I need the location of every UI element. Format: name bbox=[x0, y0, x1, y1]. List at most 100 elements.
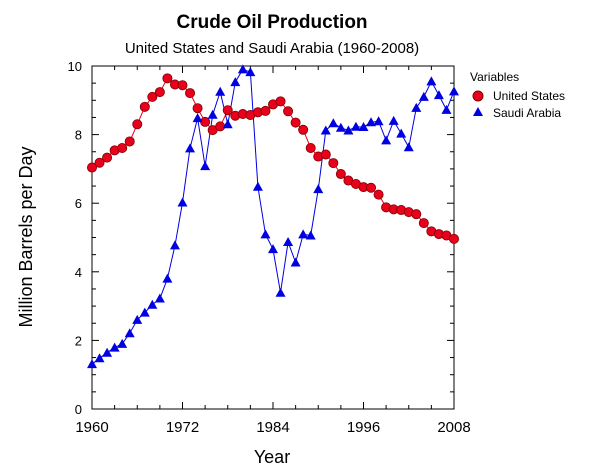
y-axis-label: Million Barrels per Day bbox=[16, 146, 36, 327]
x-tick-label: 1972 bbox=[166, 419, 199, 436]
data-point-saudi-arabia bbox=[87, 359, 97, 369]
series-layer bbox=[87, 64, 459, 369]
data-point-united-states bbox=[215, 121, 226, 132]
y-axis: 0 2 4 6 8 10 bbox=[68, 59, 454, 417]
legend-title: Variables bbox=[470, 70, 519, 84]
y-tick-label: 8 bbox=[75, 128, 82, 143]
data-point-united-states bbox=[162, 73, 173, 84]
data-point-saudi-arabia bbox=[94, 353, 105, 363]
data-point-saudi-arabia bbox=[132, 314, 143, 324]
data-point-saudi-arabia bbox=[366, 117, 377, 127]
data-point-saudi-arabia bbox=[268, 244, 278, 254]
data-point-united-states bbox=[275, 96, 286, 107]
data-point-saudi-arabia bbox=[200, 161, 211, 171]
data-point-saudi-arabia bbox=[328, 118, 339, 128]
data-point-united-states bbox=[290, 117, 301, 128]
plot-area bbox=[91, 65, 455, 410]
data-point-saudi-arabia bbox=[177, 197, 188, 207]
legend: Variables United States Saudi Arabia bbox=[470, 70, 565, 120]
data-point-saudi-arabia bbox=[350, 121, 361, 131]
data-point-saudi-arabia bbox=[109, 342, 120, 352]
data-point-saudi-arabia bbox=[162, 273, 173, 283]
y-tick-label: 0 bbox=[75, 402, 82, 417]
data-point-united-states bbox=[132, 119, 143, 130]
legend-marker-united-states bbox=[472, 90, 484, 102]
data-point-united-states bbox=[117, 142, 128, 153]
data-point-saudi-arabia bbox=[418, 91, 429, 101]
data-point-united-states bbox=[305, 142, 316, 153]
data-point-united-states bbox=[139, 101, 150, 112]
data-point-saudi-arabia bbox=[283, 236, 294, 246]
data-point-saudi-arabia bbox=[215, 86, 226, 96]
data-point-saudi-arabia bbox=[185, 143, 196, 153]
data-point-saudi-arabia bbox=[449, 86, 459, 96]
data-point-saudi-arabia bbox=[192, 113, 203, 123]
data-point-united-states bbox=[418, 218, 429, 229]
data-point-united-states bbox=[222, 105, 233, 116]
y-tick-label: 10 bbox=[68, 59, 82, 74]
data-point-united-states bbox=[94, 157, 105, 168]
data-point-united-states bbox=[185, 88, 196, 99]
data-point-saudi-arabia bbox=[320, 125, 331, 135]
data-point-united-states bbox=[147, 91, 158, 102]
data-point-saudi-arabia bbox=[237, 64, 248, 74]
data-point-united-states bbox=[124, 136, 135, 147]
data-point-saudi-arabia bbox=[298, 229, 309, 239]
data-point-saudi-arabia bbox=[260, 229, 271, 239]
x-tick-label: 1960 bbox=[75, 419, 108, 436]
data-point-saudi-arabia bbox=[358, 122, 369, 132]
data-point-united-states bbox=[320, 149, 331, 160]
data-point-united-states bbox=[328, 158, 339, 169]
data-point-united-states bbox=[177, 80, 188, 91]
data-point-saudi-arabia bbox=[222, 119, 233, 129]
data-point-united-states bbox=[448, 233, 459, 244]
legend-marker-saudi-arabia bbox=[473, 107, 483, 116]
data-point-saudi-arabia bbox=[343, 125, 354, 135]
data-point-saudi-arabia bbox=[124, 328, 135, 338]
data-point-saudi-arabia bbox=[335, 122, 346, 132]
data-point-saudi-arabia bbox=[275, 287, 286, 297]
data-point-united-states bbox=[87, 162, 98, 173]
y-tick-label: 6 bbox=[75, 196, 82, 211]
x-tick-label: 1996 bbox=[347, 419, 380, 436]
data-point-saudi-arabia bbox=[230, 77, 241, 87]
data-point-saudi-arabia bbox=[245, 67, 256, 77]
data-point-united-states bbox=[102, 152, 113, 163]
data-point-united-states bbox=[298, 124, 309, 135]
data-point-united-states bbox=[192, 103, 203, 114]
y-tick-label: 4 bbox=[75, 265, 82, 280]
data-point-united-states bbox=[411, 209, 422, 220]
data-point-saudi-arabia bbox=[441, 104, 452, 114]
data-point-saudi-arabia bbox=[305, 230, 316, 240]
data-point-united-states bbox=[154, 87, 165, 98]
data-point-saudi-arabia bbox=[403, 142, 414, 152]
y-tick-label: 2 bbox=[75, 333, 82, 348]
data-point-saudi-arabia bbox=[433, 90, 444, 100]
chart-subtitle: United States and Saudi Arabia (1960-200… bbox=[125, 40, 419, 57]
data-point-saudi-arabia bbox=[154, 293, 165, 303]
legend-label-united-states: United States bbox=[493, 89, 565, 103]
data-point-saudi-arabia bbox=[381, 135, 392, 145]
x-tick-label: 2008 bbox=[437, 419, 470, 436]
data-point-saudi-arabia bbox=[252, 181, 263, 191]
data-point-united-states bbox=[373, 189, 384, 200]
data-point-saudi-arabia bbox=[426, 76, 437, 86]
data-point-saudi-arabia bbox=[117, 338, 128, 348]
data-point-saudi-arabia bbox=[102, 347, 113, 357]
data-point-united-states bbox=[366, 182, 377, 193]
data-point-saudi-arabia bbox=[396, 128, 407, 138]
legend-label-saudi-arabia: Saudi Arabia bbox=[493, 106, 561, 120]
data-point-saudi-arabia bbox=[313, 184, 324, 194]
data-point-saudi-arabia bbox=[411, 102, 422, 112]
data-point-saudi-arabia bbox=[388, 115, 399, 125]
data-point-saudi-arabia bbox=[147, 299, 158, 309]
data-point-saudi-arabia bbox=[290, 257, 301, 267]
x-axis: 1960 1972 1984 1996 2008 bbox=[75, 66, 471, 436]
data-point-united-states bbox=[260, 105, 271, 116]
x-tick-label: 1984 bbox=[256, 419, 289, 436]
chart-title: Crude Oil Production bbox=[176, 12, 367, 33]
data-point-united-states bbox=[283, 106, 294, 117]
series-line-saudi-arabia bbox=[91, 68, 455, 365]
data-point-saudi-arabia bbox=[139, 307, 150, 317]
